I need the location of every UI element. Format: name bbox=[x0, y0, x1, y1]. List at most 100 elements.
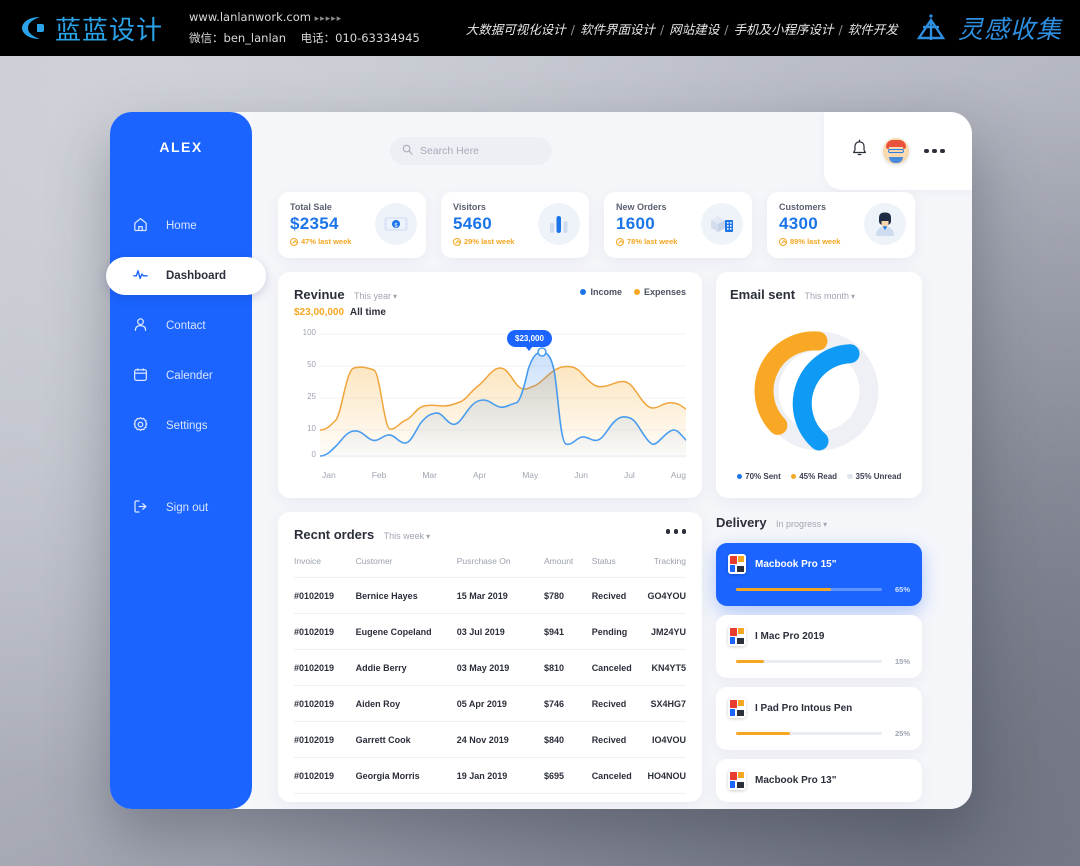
sidebar-item-calender[interactable]: Calender bbox=[110, 357, 252, 395]
cell-tracking: IO4VOU bbox=[647, 721, 686, 758]
stat-card-customers[interactable]: Customers 4300 89% last week bbox=[767, 192, 915, 258]
cell-tracking: SX4HG7 bbox=[647, 685, 686, 722]
stat-delta: 47% last week bbox=[290, 237, 414, 246]
sidebar-item-label: Contact bbox=[166, 320, 206, 332]
user-icon bbox=[132, 316, 152, 336]
progress-percent: 25% bbox=[894, 729, 910, 738]
sidebar-item-dashboard[interactable]: Dashboard bbox=[106, 257, 266, 295]
more-dots-icon[interactable] bbox=[924, 148, 945, 154]
x-tick: Mar bbox=[422, 470, 437, 480]
delivery-period-dropdown[interactable]: In progress ▾ bbox=[776, 519, 827, 529]
delivery-period-label: In progress bbox=[776, 519, 822, 529]
revenue-amount-note: All time bbox=[349, 307, 386, 318]
orders-title: Recnt orders bbox=[294, 527, 375, 542]
search-input[interactable]: Search Here bbox=[390, 137, 552, 165]
cell-amount: $780 bbox=[543, 577, 592, 614]
table-header-row: Invoice Customer Pusrchase On Amount Sta… bbox=[294, 556, 686, 578]
x-tick: Aug bbox=[670, 470, 686, 480]
cell-date: 03 May 2019 bbox=[456, 649, 544, 686]
delivery-item-macbook-pro-15[interactable]: Macbook Pro 15" 65% bbox=[716, 543, 922, 606]
y-tick: 0 bbox=[311, 450, 316, 459]
cell-date: 15 Mar 2019 bbox=[456, 577, 544, 614]
cell-invoice: #0102019 bbox=[294, 721, 356, 758]
cell-invoice: #0102019 bbox=[294, 685, 356, 722]
legend-label: 35% Unread bbox=[855, 472, 902, 481]
stat-delta-text: 89% last week bbox=[790, 237, 841, 246]
table-row[interactable]: #0102019 Aiden Roy 05 Apr 2019 $746 Reci… bbox=[294, 685, 686, 722]
table-row[interactable]: #0102019 Bernice Hayes 15 Mar 2019 $780 … bbox=[294, 577, 686, 614]
cell-tracking: GO4YOU bbox=[647, 577, 686, 614]
y-tick: 25 bbox=[307, 392, 316, 401]
delivery-list: Macbook Pro 15" 65% I Mac Pro 2019 15% bbox=[716, 543, 922, 802]
promo-logo: 蓝蓝设计 bbox=[18, 10, 163, 47]
stat-label: Customers bbox=[779, 202, 827, 212]
revenue-chart-svg bbox=[320, 333, 686, 458]
stat-value: 1600 bbox=[616, 214, 656, 233]
progress-track bbox=[736, 587, 882, 592]
revenue-chart: 100 50 25 10 0 bbox=[294, 328, 686, 480]
delivery-item-imac-pro-2019[interactable]: I Mac Pro 2019 15% bbox=[716, 615, 922, 678]
sidebar-item-contact[interactable]: Contact bbox=[110, 307, 252, 345]
stat-cards-row: Total Sale $2354 47% last week $ Visitor… bbox=[252, 192, 972, 258]
cell-customer: Addie Berry bbox=[355, 649, 457, 686]
legend-item-income: Income bbox=[580, 287, 622, 297]
delivery-item-name: Macbook Pro 15" bbox=[755, 558, 837, 570]
sidebar-item-label: Home bbox=[166, 220, 197, 232]
bottom-row: Recnt orders This week ▾ Invoice Customer… bbox=[252, 512, 972, 802]
sidebar-item-sign-out[interactable]: Sign out bbox=[110, 489, 252, 527]
email-period-dropdown[interactable]: This month ▾ bbox=[804, 291, 855, 301]
logout-icon bbox=[132, 498, 152, 518]
search-icon bbox=[402, 144, 413, 158]
table-row[interactable]: #0102019 Eugene Copeland 03 Jul 2019 $94… bbox=[294, 613, 686, 650]
status-badge: Recived bbox=[591, 577, 648, 614]
column-header-invoice: Invoice bbox=[294, 556, 356, 578]
sidebar-item-home[interactable]: Home bbox=[110, 207, 252, 245]
stat-card-total-sale[interactable]: Total Sale $2354 47% last week $ bbox=[278, 192, 426, 258]
delivery-item-head: I Mac Pro 2019 bbox=[728, 626, 910, 646]
svg-text:$: $ bbox=[394, 222, 398, 229]
sidebar-item-settings[interactable]: Settings bbox=[110, 407, 252, 445]
trend-up-icon bbox=[290, 237, 298, 246]
status-badge: Pending bbox=[591, 613, 648, 650]
bell-icon[interactable] bbox=[851, 139, 868, 163]
stat-card-visitors[interactable]: Visitors 5460 29% last week bbox=[441, 192, 589, 258]
revenue-tooltip: $23,000 bbox=[507, 330, 552, 347]
delivery-item-name: I Pad Pro Intous Pen bbox=[755, 702, 853, 714]
topbar-right-panel bbox=[824, 112, 972, 190]
cell-tracking: HO4NOU bbox=[647, 757, 686, 794]
delivery-progress: 65% bbox=[728, 585, 910, 594]
stat-delta: 89% last week bbox=[779, 237, 903, 246]
orders-period-dropdown[interactable]: This week ▾ bbox=[384, 531, 431, 541]
legend-item-expenses: Expenses bbox=[633, 287, 686, 297]
cell-date: 05 Apr 2019 bbox=[456, 685, 544, 722]
email-sent-card: Email sent This month ▾ 70% Sent bbox=[716, 272, 922, 498]
revenue-amount-row: $23,00,000 All time bbox=[294, 307, 686, 318]
table-row[interactable]: #0102019 Georgia Morris 19 Jan 2019 $695… bbox=[294, 757, 686, 794]
table-row[interactable]: #0102019 Garrett Cook 24 Nov 2019 $840 R… bbox=[294, 721, 686, 758]
delivery-progress: 15% bbox=[728, 657, 910, 666]
x-tick: Jan bbox=[322, 470, 336, 480]
delivery-header: Delivery In progress ▾ bbox=[716, 512, 922, 532]
stat-delta-text: 78% last week bbox=[627, 237, 678, 246]
home-icon bbox=[132, 216, 152, 236]
cell-amount: $746 bbox=[543, 685, 592, 722]
avatar[interactable] bbox=[883, 138, 910, 164]
orders-table: Invoice Customer Pusrchase On Amount Sta… bbox=[294, 556, 686, 794]
stat-value: $2354 bbox=[290, 214, 339, 233]
table-row[interactable]: #0102019 Addie Berry 03 May 2019 $810 Ca… bbox=[294, 649, 686, 686]
stat-card-new-orders[interactable]: New Orders 1600 78% last week bbox=[604, 192, 752, 258]
stat-delta-text: 47% last week bbox=[301, 237, 352, 246]
revenue-amount: $23,00,000 bbox=[294, 307, 345, 318]
promo-wechat: 微信：ben_lanlan bbox=[189, 31, 286, 45]
cell-invoice: #0102019 bbox=[294, 577, 356, 614]
revenue-period-dropdown[interactable]: This year ▾ bbox=[354, 291, 397, 301]
progress-track bbox=[736, 731, 882, 736]
delivery-item-ipad-pro-intous-pen[interactable]: I Pad Pro Intous Pen 25% bbox=[716, 687, 922, 750]
cell-amount: $941 bbox=[543, 613, 592, 650]
sidebar-nav: Home Dashboard Contact bbox=[106, 207, 266, 527]
money-icon: $ bbox=[375, 203, 417, 245]
orders-more-icon[interactable] bbox=[665, 529, 686, 534]
delivery-item-macbook-pro-13[interactable]: Macbook Pro 13" bbox=[716, 759, 922, 802]
activity-icon bbox=[132, 266, 152, 286]
sidebar: ALEX Home Dashboard bbox=[106, 112, 266, 809]
